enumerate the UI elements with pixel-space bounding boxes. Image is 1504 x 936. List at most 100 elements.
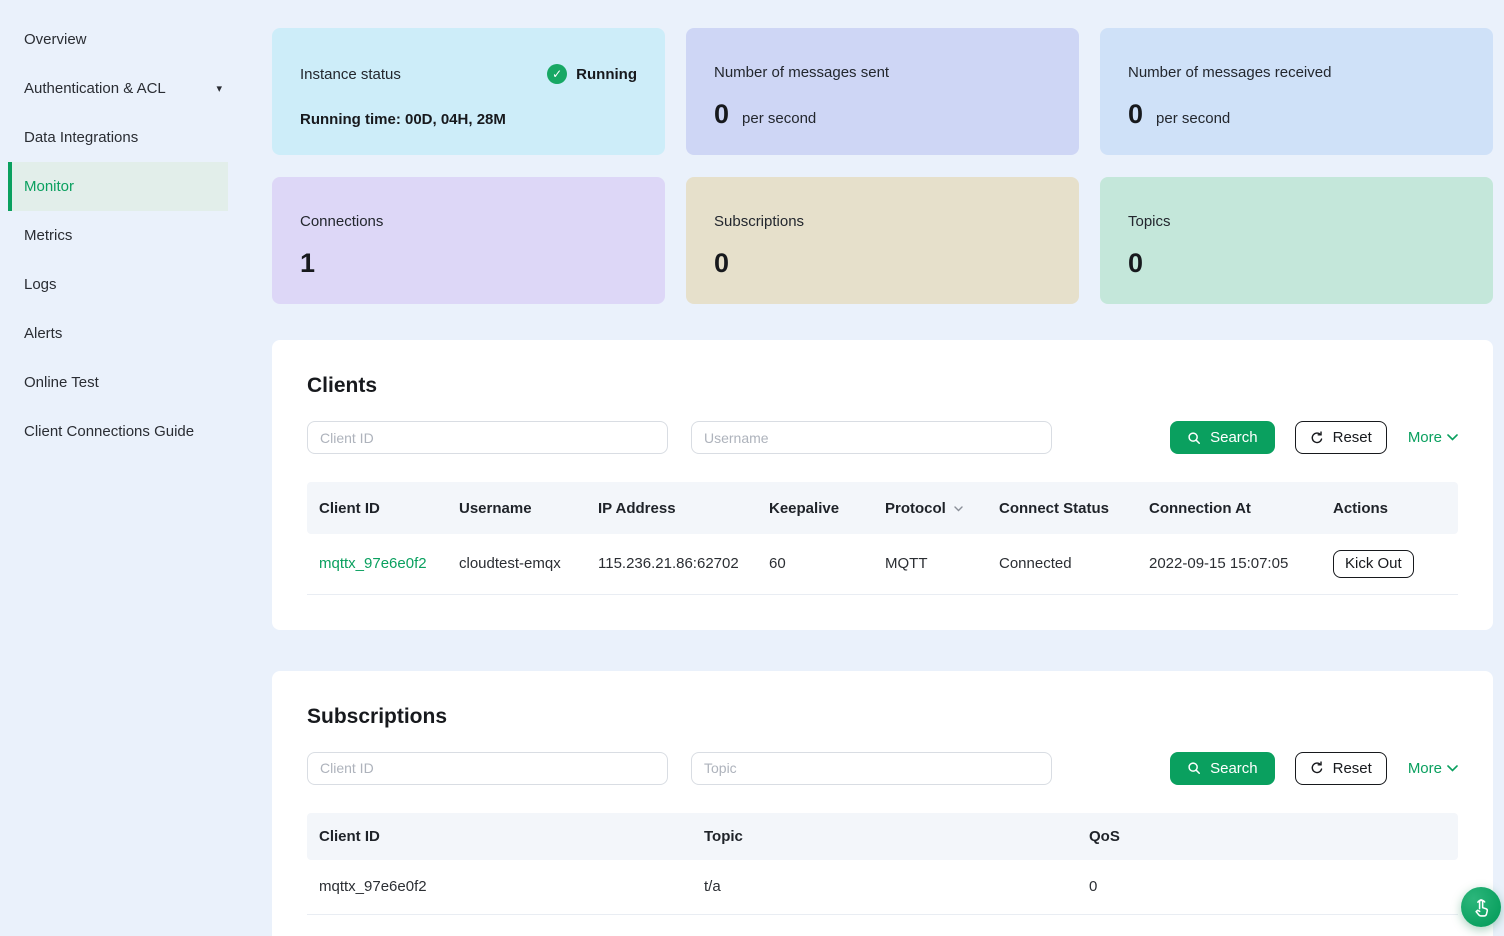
sidebar-item-label: Overview [24, 31, 87, 48]
topics-label: Topics [1128, 213, 1171, 230]
search-button[interactable]: Search [1170, 421, 1275, 454]
subscription-client-id-input[interactable] [307, 751, 668, 785]
subscriptions-panel: Subscriptions Search Reset M [272, 670, 1493, 936]
sidebar-item-alerts[interactable]: Alerts [0, 309, 240, 358]
sidebar-item-metrics[interactable]: Metrics [0, 211, 240, 260]
messages-received-label: Number of messages received [1128, 64, 1332, 81]
client-id-input[interactable] [307, 421, 668, 454]
kick-out-button[interactable]: Kick Out [1333, 549, 1414, 578]
sidebar-item-label: Logs [24, 276, 57, 293]
instance-status-card: Instance status ✓ Running Running time: … [272, 28, 665, 155]
sidebar-item-authentication-acl[interactable]: Authentication & ACL ▾ [0, 64, 240, 113]
messages-sent-card: Number of messages sent 0 per second [686, 28, 1079, 155]
subscriptions-card: Subscriptions 0 [686, 177, 1079, 304]
connections-card: Connections 1 [272, 177, 665, 304]
refresh-icon [1311, 761, 1322, 774]
username-input[interactable] [691, 421, 1052, 454]
col-qos: QoS [1077, 812, 1458, 860]
col-client-id: Client ID [307, 482, 447, 534]
chevron-down-icon: ▾ [216, 83, 222, 95]
reset-label: Reset [1332, 429, 1372, 446]
instance-status-label: Instance status [300, 65, 401, 83]
messages-received-unit: per second [1156, 110, 1231, 127]
connections-label: Connections [300, 213, 384, 230]
connections-value: 1 [300, 248, 316, 278]
floating-action-button[interactable] [1461, 887, 1501, 927]
sidebar-item-label: Alerts [24, 325, 63, 342]
more-dropdown[interactable]: More [1408, 429, 1458, 446]
sidebar-item-logs[interactable]: Logs [0, 260, 240, 309]
clients-filter-row: Search Reset More [307, 421, 1458, 454]
col-connection-at: Connection At [1137, 482, 1321, 534]
col-username: Username [447, 482, 586, 534]
search-label: Search [1210, 429, 1258, 446]
table-row: mqttx_97e6e0f2 t/a 0 [307, 859, 1458, 915]
sidebar-item-label: Online Test [24, 374, 99, 391]
col-actions: Actions [1321, 482, 1458, 534]
subscriptions-filter-row: Search Reset More [307, 751, 1458, 785]
more-label: More [1407, 429, 1442, 446]
status-text: Running [576, 65, 637, 83]
cell-protocol: MQTT [873, 534, 987, 595]
subscriptions-table-header-row: Client ID Topic QoS [307, 812, 1458, 860]
subscriptions-more-dropdown[interactable]: More [1408, 760, 1458, 777]
clients-table-header-row: Client ID Username IP Address Keepalive … [307, 482, 1458, 534]
search-icon [1188, 431, 1201, 444]
subscriptions-title: Subscriptions [307, 704, 448, 728]
hand-tap-icon [1474, 898, 1488, 917]
cell-qos: 0 [1077, 859, 1458, 915]
subscriptions-search-button[interactable]: Search [1170, 751, 1275, 785]
subscriptions-value: 0 [714, 248, 730, 278]
sidebar-item-data-integrations[interactable]: Data Integrations [0, 113, 240, 162]
clients-title: Clients [307, 374, 378, 397]
sidebar-item-monitor[interactable]: Monitor [8, 162, 228, 211]
sidebar-item-label: Client Connections Guide [24, 423, 195, 440]
clients-panel: Clients Search Reset More [272, 340, 1493, 630]
stat-cards: Instance status ✓ Running Running time: … [272, 28, 1493, 304]
sidebar-item-label: Monitor [24, 178, 75, 195]
messages-sent-label: Number of messages sent [714, 64, 890, 81]
subscriptions-table: Client ID Topic QoS mqttx_97e6e0f2 t/a 0 [307, 812, 1458, 915]
running-time: Running time: 00D, 04H, 28M [300, 111, 506, 128]
topics-card: Topics 0 [1100, 177, 1493, 304]
reset-label: Reset [1332, 759, 1372, 777]
main-content: Instance status ✓ Running Running time: … [240, 0, 1504, 936]
cell-connect-status: Connected [987, 534, 1137, 595]
col-topic: Topic [692, 812, 1077, 860]
sidebar: Overview Authentication & ACL ▾ Data Int… [0, 0, 240, 456]
sidebar-item-overview[interactable]: Overview [0, 15, 240, 64]
more-label: More [1407, 759, 1442, 777]
clients-table: Client ID Username IP Address Keepalive … [307, 482, 1458, 595]
check-circle-icon: ✓ [547, 64, 568, 84]
table-row: mqttx_97e6e0f2 cloudtest-emqx 115.236.21… [307, 534, 1458, 595]
sidebar-item-label: Authentication & ACL [24, 80, 166, 97]
sidebar-item-online-test[interactable]: Online Test [0, 358, 240, 407]
messages-sent-value: 0 [714, 99, 730, 129]
refresh-icon [1311, 430, 1322, 443]
topics-value: 0 [1128, 248, 1144, 278]
subscriptions-reset-button[interactable]: Reset [1294, 751, 1387, 785]
cell-connection-at: 2022-09-15 15:07:05 [1137, 534, 1321, 595]
reset-button[interactable]: Reset [1294, 421, 1387, 454]
col-connect-status: Connect Status [987, 482, 1137, 534]
cell-username: cloudtest-emqx [447, 534, 586, 595]
status-badge: ✓ Running [547, 64, 637, 84]
cell-client-id: mqttx_97e6e0f2 [307, 859, 692, 915]
chevron-down-icon [954, 505, 963, 511]
col-protocol[interactable]: Protocol [873, 482, 987, 534]
search-label: Search [1210, 759, 1258, 777]
col-ip-address: IP Address [586, 482, 757, 534]
chevron-down-icon [1447, 764, 1458, 772]
chevron-down-icon [1447, 434, 1458, 441]
messages-received-value: 0 [1128, 99, 1144, 129]
messages-received-card: Number of messages received 0 per second [1100, 28, 1493, 155]
messages-sent-unit: per second [742, 110, 817, 127]
topic-input[interactable] [691, 751, 1052, 785]
client-id-link[interactable]: mqttx_97e6e0f2 [319, 555, 427, 573]
sidebar-item-label: Metrics [24, 227, 73, 244]
sidebar-item-label: Data Integrations [24, 129, 139, 146]
cell-ip-address: 115.236.21.86:62702 [586, 534, 757, 595]
sidebar-item-client-connections-guide[interactable]: Client Connections Guide [0, 407, 240, 456]
cell-topic: t/a [692, 859, 1077, 915]
col-protocol-label: Protocol [885, 499, 946, 517]
